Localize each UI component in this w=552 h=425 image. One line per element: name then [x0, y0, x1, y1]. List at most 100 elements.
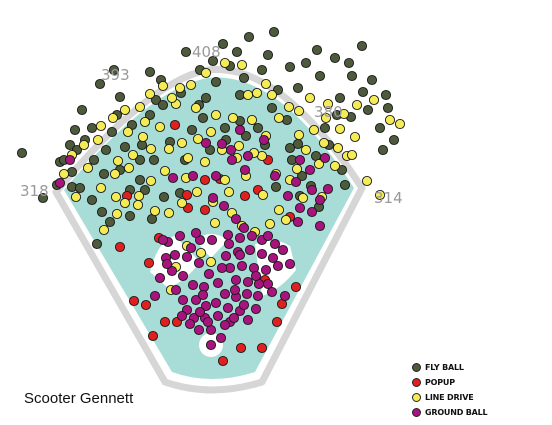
ground-ball-point	[314, 220, 326, 232]
popup-point	[159, 316, 171, 328]
fly-ball-point	[180, 46, 192, 58]
ground-ball-point	[230, 213, 242, 225]
fly-ball-point	[197, 112, 209, 124]
fly-ball-point	[108, 64, 120, 76]
ground-ball-point	[228, 312, 240, 324]
fly-ball-point	[377, 144, 389, 156]
line-drive-point	[191, 186, 203, 198]
ground-ball-point	[260, 264, 272, 276]
ground-ball-point	[272, 260, 284, 272]
fly-ball-point	[86, 194, 98, 206]
line-drive-point	[192, 133, 204, 145]
fly-ball-point	[380, 89, 392, 101]
ground-ball-point	[239, 164, 251, 176]
fly-ball-point	[252, 122, 264, 134]
fly-ball-point	[186, 124, 198, 136]
ground-ball-point	[206, 234, 218, 246]
line-drive-point	[349, 131, 361, 143]
ground-ball-point	[282, 190, 294, 202]
fly-ball-point	[91, 238, 103, 250]
line-drive-point	[176, 197, 188, 209]
ground-ball-point	[234, 232, 246, 244]
line-drive-point	[293, 129, 305, 141]
fence-distance-right: 314	[374, 189, 403, 207]
ground-ball-point	[306, 184, 318, 196]
ground-ball-point	[222, 302, 234, 314]
fly-ball-point	[158, 191, 170, 203]
line-drive-point	[291, 163, 303, 175]
fly-ball-point	[300, 57, 312, 69]
line-drive-point	[119, 197, 131, 209]
fly-ball-point	[270, 181, 282, 193]
line-drive-point	[210, 109, 222, 121]
popup-point	[290, 281, 302, 293]
ground-ball-point	[238, 222, 250, 234]
popup-point	[199, 204, 211, 216]
fly-ball-point	[314, 70, 326, 82]
fly-ball-point	[284, 61, 296, 73]
ground-ball-point	[279, 290, 291, 302]
line-drive-point	[280, 214, 292, 226]
fly-ball-point	[339, 179, 351, 191]
line-drive-point	[219, 57, 231, 69]
ground-ball-point	[216, 138, 228, 150]
ground-ball-point	[185, 242, 197, 254]
line-drive-point	[163, 207, 175, 219]
fly-ball-point	[134, 154, 146, 166]
line-drive-point	[251, 87, 263, 99]
ground-ball-point	[319, 152, 331, 164]
ground-ball-point	[225, 144, 237, 156]
ground-ball-point	[193, 257, 205, 269]
ground-ball-point	[210, 297, 222, 309]
fly-ball-point	[311, 44, 323, 56]
fly-ball-point	[88, 154, 100, 166]
line-drive-point	[368, 94, 380, 106]
fly-ball-point	[134, 174, 146, 186]
line-drive-point	[145, 175, 157, 187]
ground-ball-point	[269, 170, 281, 182]
line-drive-point	[374, 189, 386, 201]
legend-item-fly-ball: FLY BALL	[412, 360, 487, 374]
fly-ball-point	[240, 130, 252, 142]
line-drive-point	[154, 121, 166, 133]
ground-ball-point	[250, 303, 262, 315]
ground-ball-point	[194, 306, 206, 318]
fly-ball-point	[96, 206, 108, 218]
ground-ball-point	[258, 134, 270, 146]
ground-ball-point	[262, 278, 274, 290]
ground-ball-point	[252, 290, 264, 302]
fly-ball-point	[37, 192, 49, 204]
line-drive-point	[119, 104, 131, 116]
fly-ball-point	[16, 147, 28, 159]
ground-ball-point	[190, 227, 202, 239]
fly-ball-point	[266, 102, 278, 114]
fly-ball-point	[100, 144, 112, 156]
ground-ball-point	[306, 206, 318, 218]
line-drive-point	[134, 101, 146, 113]
line-drive-point	[200, 67, 212, 79]
ground-ball-point	[197, 289, 209, 301]
ground-ball-point	[226, 154, 238, 166]
fly-ball-point	[124, 210, 136, 222]
line-drive-point	[233, 140, 245, 152]
ground-ball-point	[216, 262, 228, 274]
ground-ball-point	[170, 284, 182, 296]
ground-ball-point	[203, 268, 215, 280]
fly-ball-point	[243, 31, 255, 43]
fly-ball-point	[150, 94, 162, 106]
line-drive-point	[127, 149, 139, 161]
line-drive-point	[123, 162, 135, 174]
line-drive-point	[209, 217, 221, 229]
ground-ball-point	[161, 258, 173, 270]
legend-item-popup: POPUP	[412, 375, 487, 389]
fly-ball-point	[374, 122, 386, 134]
ground-ball-point	[314, 194, 326, 206]
ground-ball-point	[176, 310, 188, 322]
ground-ball-point	[230, 274, 242, 286]
ground-ball-point	[177, 270, 189, 282]
line-drive-point	[313, 158, 325, 170]
ground-ball-point	[187, 279, 199, 291]
line-drive-point	[257, 189, 269, 201]
fly-ball-point	[256, 64, 268, 76]
fly-ball-point	[329, 52, 341, 64]
